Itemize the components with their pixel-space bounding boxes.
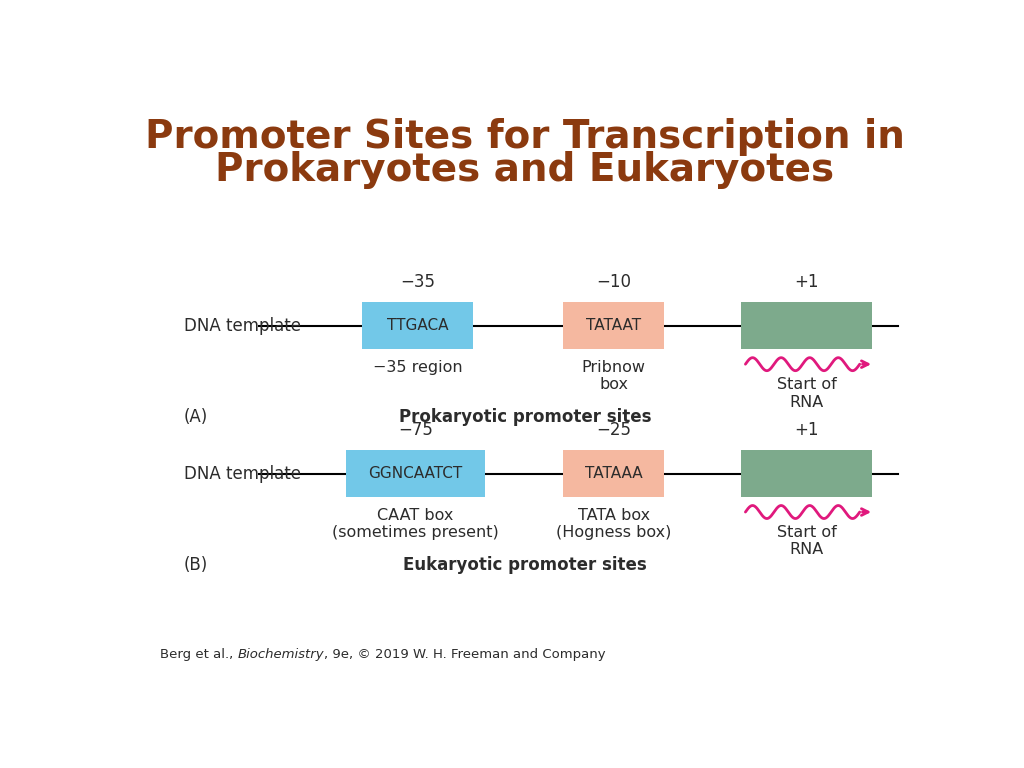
Text: −35 region: −35 region: [373, 360, 463, 375]
Text: , 9e, © 2019 W. H. Freeman and Company: , 9e, © 2019 W. H. Freeman and Company: [324, 648, 605, 661]
Bar: [741, 450, 871, 497]
Bar: [362, 302, 473, 349]
Text: +1: +1: [795, 422, 819, 439]
Bar: [741, 302, 871, 349]
Bar: [563, 302, 665, 349]
Text: −75: −75: [398, 422, 433, 439]
Text: TTGACA: TTGACA: [387, 318, 449, 333]
Text: TATA box
(Hogness box): TATA box (Hogness box): [556, 508, 672, 540]
Text: Promoter Sites for Transcription in: Promoter Sites for Transcription in: [144, 118, 905, 155]
Text: −35: −35: [400, 273, 435, 291]
Text: DNA template: DNA template: [183, 316, 301, 335]
Text: DNA template: DNA template: [183, 465, 301, 482]
Text: Prokaryotes and Eukaryotes: Prokaryotes and Eukaryotes: [215, 151, 835, 189]
Text: TATAAA: TATAAA: [585, 466, 642, 481]
Text: Eukaryotic promoter sites: Eukaryotic promoter sites: [402, 556, 647, 574]
Text: GGNCAATCT: GGNCAATCT: [369, 466, 463, 481]
Text: −25: −25: [596, 422, 631, 439]
Text: Start of
RNA: Start of RNA: [776, 377, 837, 409]
Text: Start of
RNA: Start of RNA: [776, 525, 837, 558]
Bar: [563, 450, 665, 497]
Text: Berg et al.,: Berg et al.,: [160, 648, 238, 661]
Text: +1: +1: [795, 273, 819, 291]
Text: Prokaryotic promoter sites: Prokaryotic promoter sites: [398, 409, 651, 426]
Text: TATAAT: TATAAT: [586, 318, 641, 333]
Text: −10: −10: [596, 273, 631, 291]
Text: (B): (B): [183, 556, 208, 574]
Text: Pribnow
box: Pribnow box: [582, 360, 646, 392]
Bar: [346, 450, 485, 497]
Text: CAAT box
(sometimes present): CAAT box (sometimes present): [332, 508, 499, 540]
Text: (A): (A): [183, 409, 208, 426]
Text: Biochemistry: Biochemistry: [238, 648, 324, 661]
